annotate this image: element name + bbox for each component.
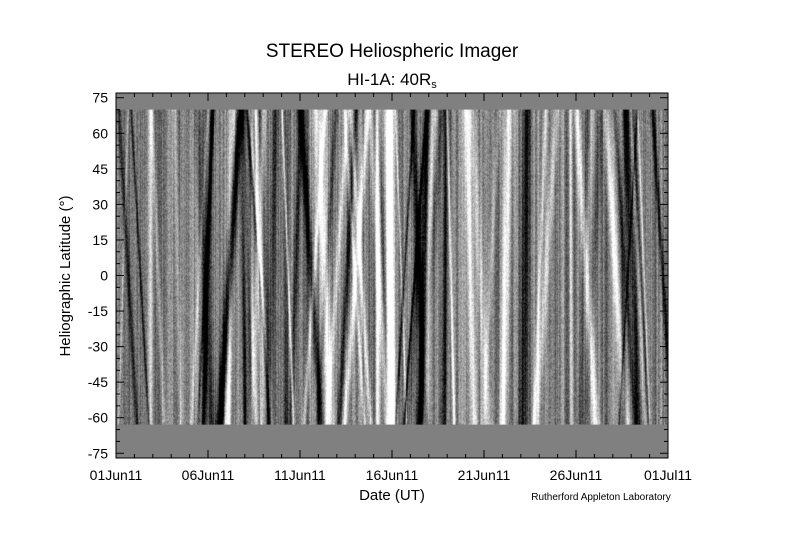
y-tick-label: 60 — [92, 125, 108, 141]
x-tick-label: 06Jun11 — [182, 467, 235, 483]
x-tick-label: 26Jun11 — [550, 467, 603, 483]
y-tick-label: -30 — [88, 339, 108, 355]
y-tick-label: -75 — [88, 445, 108, 461]
y-tick-label: 75 — [92, 90, 108, 106]
x-tick-label: 21Jun11 — [458, 467, 511, 483]
y-tick-label: 30 — [92, 196, 108, 212]
y-tick-label: -60 — [88, 410, 108, 426]
x-tick-label: 16Jun11 — [366, 467, 419, 483]
y-tick-label: 45 — [92, 161, 108, 177]
latitude-time-map — [116, 109, 668, 425]
plot-area — [115, 92, 669, 459]
credit-label: Rutherford Appleton Laboratory — [531, 492, 671, 503]
chart-title: STEREO Heliospheric Imager — [266, 41, 519, 62]
y-axis-label: Heliographic Latitude (°) — [57, 195, 74, 356]
x-tick-label: 11Jun11 — [274, 467, 326, 483]
x-axis: 01Jun11 06Jun11 11Jun11 16Jun11 21Jun11 26Jun… — [90, 93, 692, 483]
y-tick-label: 15 — [92, 232, 108, 248]
y-tick-label: -45 — [88, 374, 108, 390]
y-tick-label: 0 — [100, 268, 108, 284]
chart-subtitle: HI-1A: 40Rs — [347, 70, 437, 91]
y-axis: 75 60 45 30 15 0 -15 -30 -45 -60 -75 — [88, 90, 668, 461]
chart-subtitle-subscript: s — [431, 79, 437, 91]
x-axis-label: Date (UT) — [359, 487, 425, 504]
x-tick-label: 01Jun11 — [90, 467, 143, 483]
x-tick-label: 01Jul11 — [644, 467, 692, 483]
y-tick-label: -15 — [88, 303, 108, 319]
chart-subtitle-main: HI-1A: 40R — [347, 70, 431, 89]
